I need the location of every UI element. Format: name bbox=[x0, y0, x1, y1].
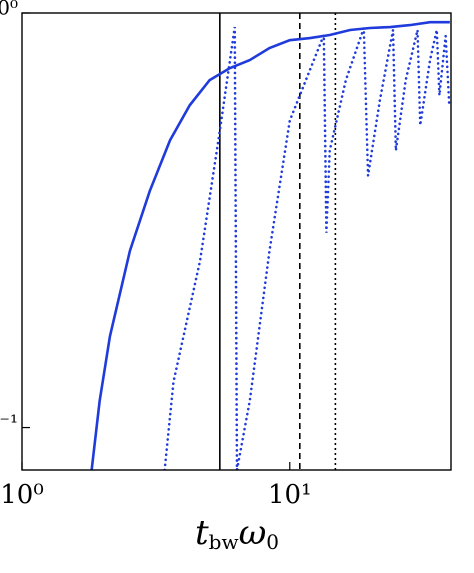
x-label-part: t bbox=[195, 513, 209, 553]
x-label-part: ω bbox=[239, 513, 267, 553]
y-tick-label: 10⁰ bbox=[0, 0, 18, 20]
plot-frame bbox=[21, 12, 452, 471]
series-line bbox=[90, 20, 450, 470]
x-label-part: bw bbox=[209, 530, 239, 554]
plot-area bbox=[90, 13, 451, 470]
x-tick-label: 10¹ bbox=[268, 480, 312, 510]
series-line bbox=[163, 26, 451, 470]
x-tick-label: 10⁰ bbox=[0, 480, 44, 510]
y-tick-label: 10⁻¹ bbox=[0, 410, 18, 434]
x-label-part: 0 bbox=[266, 530, 279, 554]
x-axis-label: tbwω0 bbox=[195, 513, 279, 554]
